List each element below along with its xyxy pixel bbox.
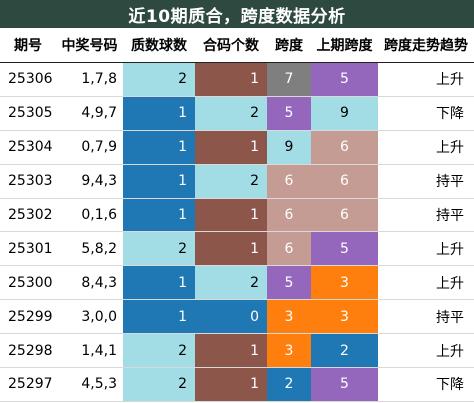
header-period: 期号 <box>0 28 56 63</box>
trend-cell: 下降 <box>378 367 474 402</box>
winning-numbers-cell: 0,7,9 <box>56 130 123 165</box>
span-cell: 3 <box>267 333 311 369</box>
prime-count-cell: 1 <box>123 164 195 199</box>
span-cell: 3 <box>267 299 311 335</box>
trend-cell: 持平 <box>378 198 474 233</box>
period-cell: 25305 <box>0 96 56 131</box>
prev-span-cell: 6 <box>311 130 378 165</box>
winning-numbers-cell: 3,0,0 <box>56 299 123 335</box>
winning-numbers-cell: 1,7,8 <box>56 62 123 97</box>
winning-numbers-cell: 1,4,1 <box>56 333 123 369</box>
period-cell: 25300 <box>0 265 56 301</box>
header-trend: 跨度走势趋势 <box>378 28 474 63</box>
table-row: 25298 1,4,1 2 1 3 2 上升 <box>0 333 474 369</box>
table-row: 25303 9,4,3 1 2 6 6 持平 <box>0 164 474 199</box>
table-row: 25305 4,9,7 1 2 5 9 下降 <box>0 96 474 131</box>
period-cell: 25297 <box>0 367 56 402</box>
span-cell: 2 <box>267 367 311 402</box>
prime-count-cell: 1 <box>123 130 195 165</box>
composite-count-cell: 2 <box>195 164 267 199</box>
trend-cell: 上升 <box>378 62 474 97</box>
winning-numbers-cell: 4,9,7 <box>56 96 123 131</box>
prev-span-cell: 9 <box>311 96 378 131</box>
trend-cell: 上升 <box>378 265 474 301</box>
trend-cell: 下降 <box>378 96 474 131</box>
prime-count-cell: 2 <box>123 333 195 369</box>
period-cell: 25304 <box>0 130 56 165</box>
winning-numbers-cell: 4,5,3 <box>56 367 123 402</box>
composite-count-cell: 1 <box>195 62 267 97</box>
table-body: 25306 1,7,8 2 1 7 5 上升 25305 4,9,7 1 2 5 9 下降 25304 0,7… <box>0 62 474 402</box>
prev-span-cell: 2 <box>311 333 378 369</box>
panel-title: 近10期质合，跨度数据分析 <box>0 0 474 28</box>
winning-numbers-cell: 5,8,2 <box>56 231 123 267</box>
data-table: 期号 中奖号码 质数球数 合码个数 跨度 上期跨度 跨度走势趋势 25306 1,… <box>0 28 474 402</box>
composite-count-cell: 1 <box>195 333 267 369</box>
table-row: 25299 3,0,0 1 0 3 3 持平 <box>0 299 474 335</box>
period-cell: 25299 <box>0 299 56 335</box>
period-cell: 25302 <box>0 198 56 233</box>
span-cell: 5 <box>267 96 311 131</box>
trend-cell: 上升 <box>378 333 474 369</box>
table-row: 25297 4,5,3 2 1 2 5 下降 <box>0 367 474 402</box>
composite-count-cell: 0 <box>195 299 267 335</box>
trend-cell: 上升 <box>378 231 474 267</box>
header-prev-span: 上期跨度 <box>311 28 378 63</box>
prime-count-cell: 1 <box>123 198 195 233</box>
header-prime-count: 质数球数 <box>123 28 195 63</box>
winning-numbers-cell: 9,4,3 <box>56 164 123 199</box>
prev-span-cell: 5 <box>311 231 378 267</box>
span-cell: 5 <box>267 265 311 301</box>
trend-cell: 上升 <box>378 130 474 165</box>
prev-span-cell: 3 <box>311 265 378 301</box>
trend-cell: 持平 <box>378 164 474 199</box>
prime-count-cell: 2 <box>123 367 195 402</box>
period-cell: 25301 <box>0 231 56 267</box>
composite-count-cell: 1 <box>195 231 267 267</box>
winning-numbers-cell: 8,4,3 <box>56 265 123 301</box>
table-row: 25304 0,7,9 1 1 9 6 上升 <box>0 130 474 165</box>
span-cell: 6 <box>267 164 311 199</box>
prime-count-cell: 1 <box>123 96 195 131</box>
composite-count-cell: 2 <box>195 265 267 301</box>
table-row: 25300 8,4,3 1 2 5 3 上升 <box>0 265 474 301</box>
prev-span-cell: 5 <box>311 367 378 402</box>
composite-count-cell: 1 <box>195 367 267 402</box>
prime-count-cell: 2 <box>123 62 195 97</box>
prime-count-cell: 2 <box>123 231 195 267</box>
trend-cell: 持平 <box>378 299 474 335</box>
table-row: 25302 0,1,6 1 1 6 6 持平 <box>0 198 474 233</box>
composite-count-cell: 1 <box>195 130 267 165</box>
period-cell: 25306 <box>0 62 56 97</box>
header-span: 跨度 <box>267 28 311 63</box>
prev-span-cell: 6 <box>311 198 378 233</box>
span-cell: 9 <box>267 130 311 165</box>
period-cell: 25303 <box>0 164 56 199</box>
header-numbers: 中奖号码 <box>56 28 123 63</box>
table-row: 25301 5,8,2 2 1 6 5 上升 <box>0 231 474 267</box>
table-row: 25306 1,7,8 2 1 7 5 上升 <box>0 62 474 97</box>
span-cell: 6 <box>267 198 311 233</box>
prev-span-cell: 5 <box>311 62 378 97</box>
prev-span-cell: 6 <box>311 164 378 199</box>
prev-span-cell: 3 <box>311 299 378 335</box>
winning-numbers-cell: 0,1,6 <box>56 198 123 233</box>
header-row: 期号 中奖号码 质数球数 合码个数 跨度 上期跨度 跨度走势趋势 <box>0 28 474 63</box>
prime-count-cell: 1 <box>123 299 195 335</box>
span-cell: 7 <box>267 62 311 97</box>
composite-count-cell: 1 <box>195 198 267 233</box>
span-cell: 6 <box>267 231 311 267</box>
period-cell: 25298 <box>0 333 56 369</box>
composite-count-cell: 2 <box>195 96 267 131</box>
header-composite-count: 合码个数 <box>195 28 267 63</box>
prime-count-cell: 1 <box>123 265 195 301</box>
